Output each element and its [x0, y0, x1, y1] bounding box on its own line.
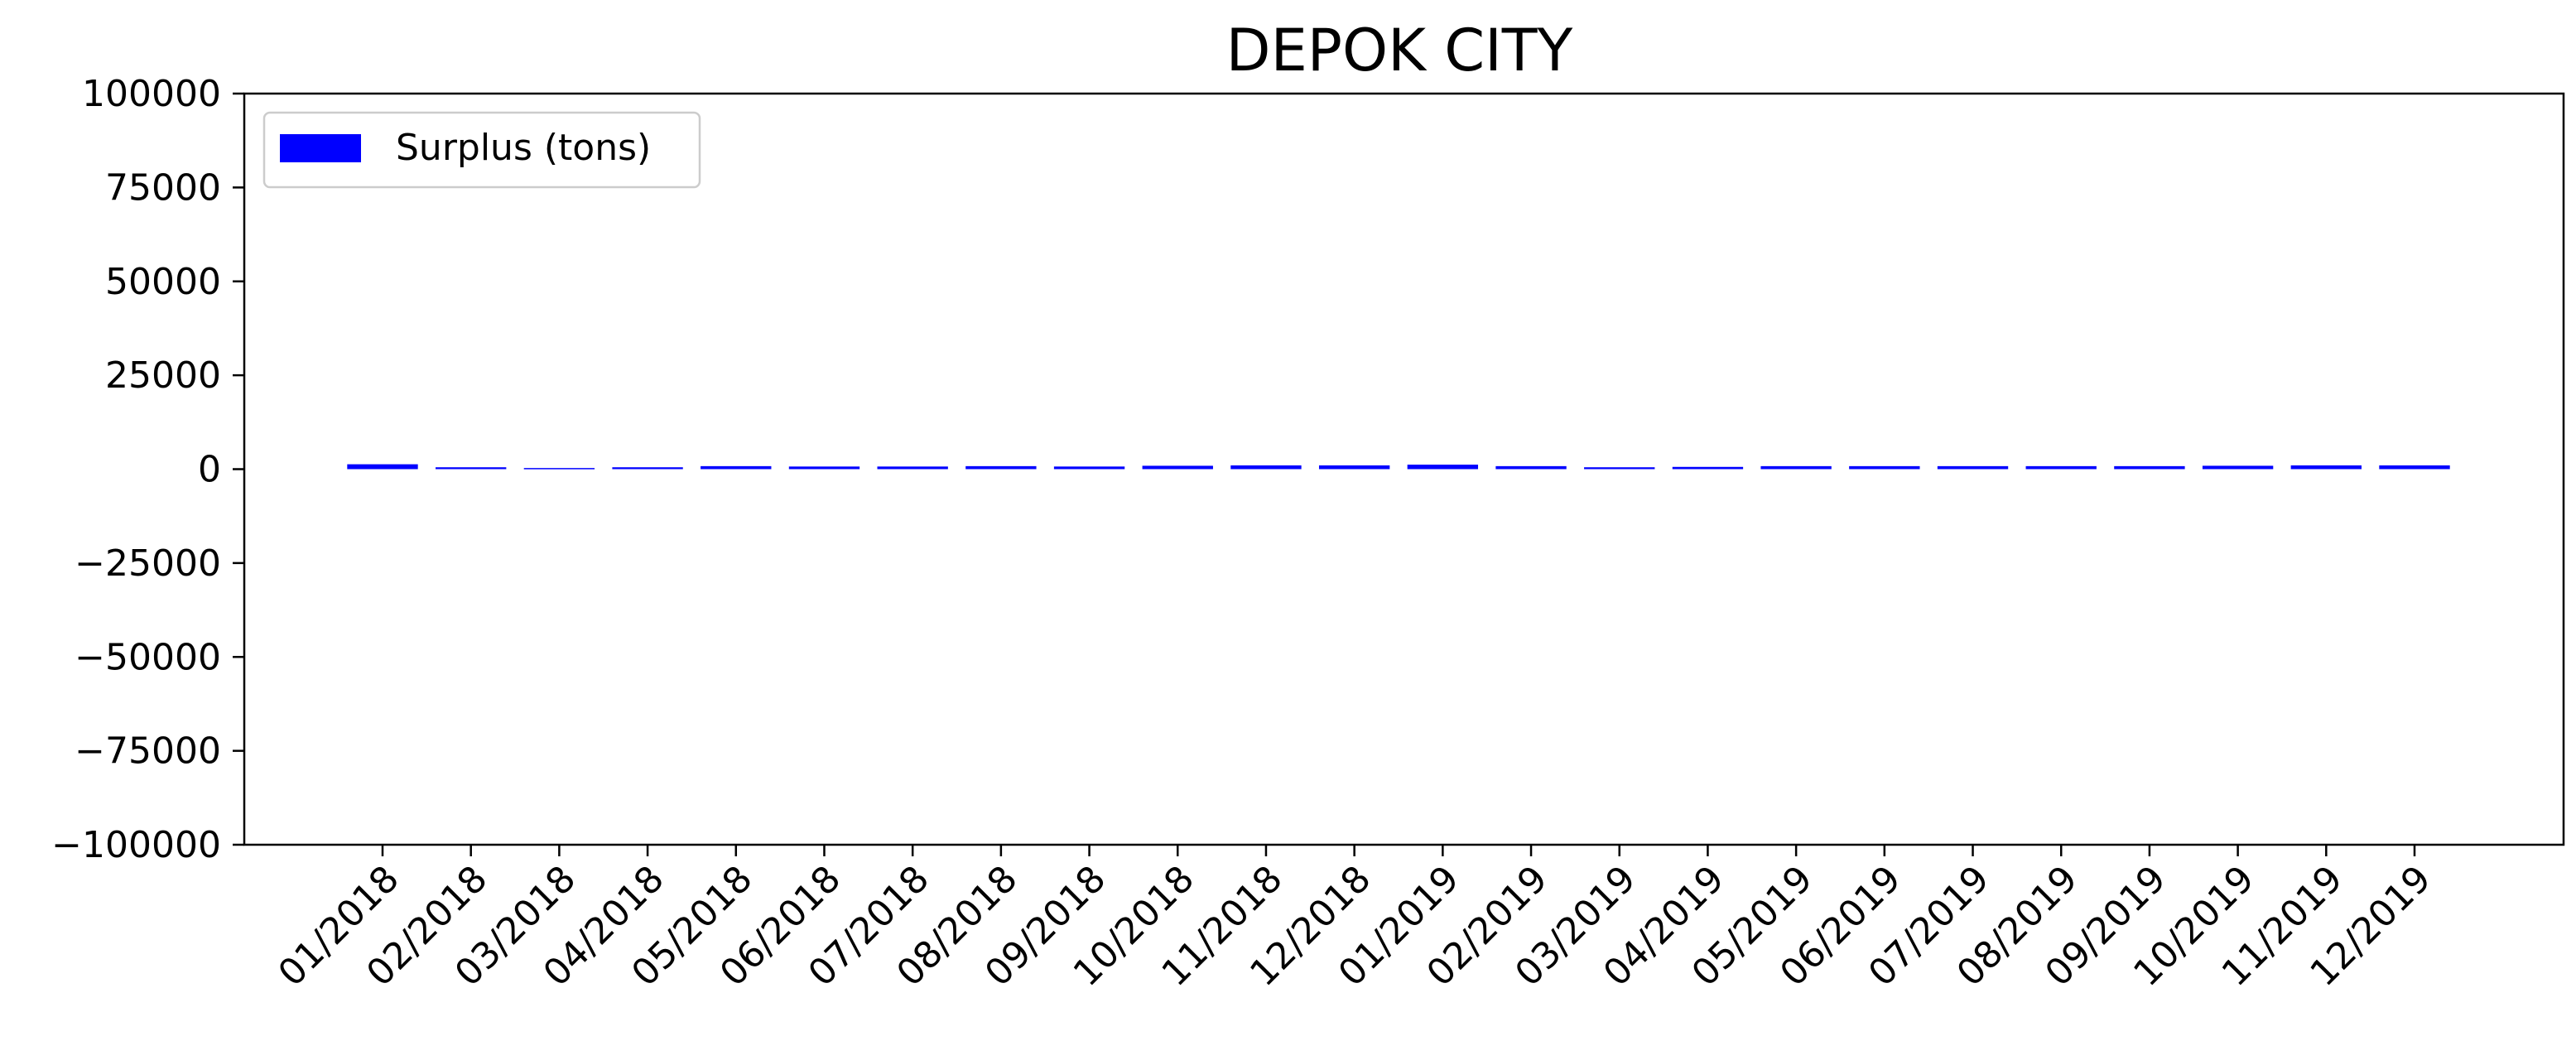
y-tick-label: −50000 — [75, 636, 221, 678]
bar-05-2019 — [1760, 465, 1832, 470]
y-tick-label: −75000 — [75, 730, 221, 773]
bar-03-2019 — [1584, 467, 1655, 470]
bar-09-2018 — [1053, 466, 1125, 470]
legend: Surplus (tons) — [262, 111, 701, 189]
y-tick-label: 100000 — [82, 73, 221, 115]
y-axis: −100000 −75000 −50000 −25000 0 25000 50000 7500… — [51, 73, 244, 866]
bar-06-2018 — [788, 466, 860, 470]
x-axis: 01/201802/201803/201804/201805/201806/20… — [270, 845, 2439, 995]
bar-01-2019 — [1407, 465, 1479, 470]
y-tick-label: −100000 — [51, 824, 221, 866]
y-tick-label: 50000 — [105, 261, 221, 303]
bar-02-2018 — [436, 467, 507, 470]
legend-label-surplus: Surplus (tons) — [396, 127, 651, 169]
y-tick-label: 75000 — [105, 166, 221, 209]
legend-frame — [262, 111, 701, 189]
bar-01-2018 — [347, 464, 418, 470]
legend-swatch-surplus — [280, 134, 361, 162]
bar-10-2019 — [2202, 465, 2274, 470]
bar-04-2018 — [612, 467, 683, 470]
bar-12-2019 — [2379, 465, 2450, 470]
bar-06-2019 — [1849, 465, 1920, 470]
bar-02-2019 — [1495, 465, 1567, 470]
bar-07-2018 — [877, 466, 948, 470]
bar-03-2018 — [523, 468, 595, 470]
bar-11-2019 — [2290, 465, 2362, 470]
bar-11-2018 — [1230, 465, 1302, 470]
y-tick-label: −25000 — [75, 542, 221, 585]
bar-10-2018 — [1142, 465, 1213, 470]
y-tick-label: 0 — [198, 449, 221, 491]
y-tick-label: 25000 — [105, 354, 221, 397]
bars-layer — [347, 464, 2450, 470]
bar-08-2019 — [2025, 465, 2097, 470]
bar-09-2019 — [2114, 465, 2185, 470]
bar-04-2019 — [1672, 466, 1744, 470]
chart-title: DEPOK CITY — [1226, 17, 1573, 84]
bar-07-2019 — [1937, 465, 2009, 470]
bar-08-2018 — [965, 465, 1037, 470]
bar-12-2018 — [1318, 465, 1390, 470]
bar-05-2018 — [701, 465, 772, 470]
